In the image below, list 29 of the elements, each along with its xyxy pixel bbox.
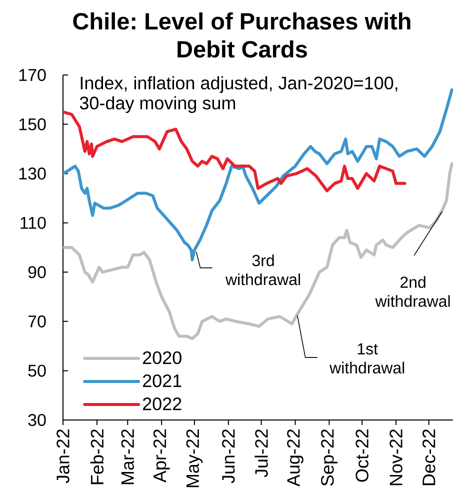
y-tick-label: 130 (19, 168, 46, 180)
y-tick-label: 30 (28, 414, 46, 426)
legend-label: 2022 (142, 398, 182, 410)
legend-label: 2020 (142, 351, 182, 364)
y-tick-label: 170 (19, 68, 46, 82)
x-tick-label: Jun-22 (222, 429, 235, 484)
y-tick-label: 150 (19, 118, 46, 130)
x-tick-label: Nov-22 (390, 429, 402, 486)
annotation: 2nd withdrawal (375, 276, 450, 307)
legend-label: 2021 (142, 374, 182, 388)
chart-title: Chile: Level of Purchases with Debit Cards (73, 12, 410, 58)
annotation: 1st withdrawal (330, 343, 404, 374)
y-tick-label: 50 (28, 364, 46, 377)
x-tick-label: Jul-22 (254, 429, 268, 478)
x-tick-label: Feb-22 (90, 429, 104, 484)
line-series (63, 162, 453, 340)
y-tick-label: 90 (28, 266, 46, 278)
y-tick-label: 110 (20, 216, 46, 229)
y-tick-label: 70 (28, 315, 46, 328)
x-tick-label: Dec-22 (422, 429, 436, 486)
annotation: 3rd withdrawal (225, 254, 300, 286)
x-tick-label: Jan-22 (56, 429, 70, 484)
x-tick-label: Sep-22 (321, 429, 338, 486)
x-tick-label: May-22 (186, 429, 203, 488)
x-tick-label: Aug-22 (287, 429, 304, 487)
x-tick-label: Oct-22 (356, 429, 368, 482)
x-tick-label: Mar-22 (121, 429, 134, 484)
x-tick-label: Apr-22 (153, 429, 170, 483)
annotation: Index, inflation adjusted, Jan-2020=100, 30-day moving sum (80, 76, 398, 113)
